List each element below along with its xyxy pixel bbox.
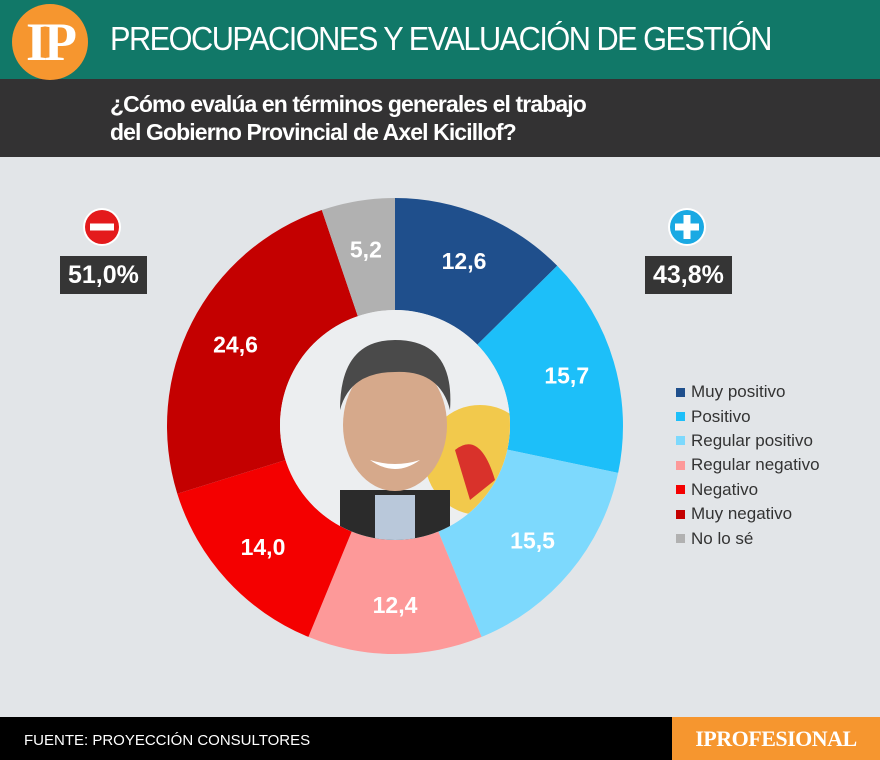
swatch-icon xyxy=(676,485,685,495)
segment-value-label: 12,4 xyxy=(373,592,418,618)
source-text: FUENTE: PROYECCIÓN CONSULTORES xyxy=(24,732,311,749)
portrait-placeholder-icon xyxy=(280,310,510,540)
legend-label: Muy positivo xyxy=(691,382,786,402)
donut-segment xyxy=(321,198,395,319)
page-title: PREOCUPACIONES Y EVALUACIÓN DE GESTIÓN xyxy=(110,20,772,57)
negative-total: 51,0% xyxy=(60,256,147,294)
swatch-icon xyxy=(676,460,685,470)
segment-value-label: 14,0 xyxy=(241,534,286,560)
plus-circle-icon xyxy=(668,208,706,246)
legend-label: No lo sé xyxy=(691,528,754,548)
donut-segment xyxy=(395,198,558,346)
chart-legend: Muy positivo Positivo Regular positivo R… xyxy=(676,380,820,551)
swatch-icon xyxy=(676,387,685,397)
minus-circle-icon xyxy=(83,208,121,246)
ip-logo: IP xyxy=(12,4,88,80)
legend-label: Positivo xyxy=(691,406,751,426)
legend-item-muy-positivo: Muy positivo xyxy=(676,380,820,404)
iprofesional-brand: IPROFESIONAL xyxy=(672,717,880,760)
legend-item-positivo: Positivo xyxy=(676,404,820,428)
legend-label: Negativo xyxy=(691,479,759,499)
donut-segment xyxy=(177,459,352,637)
donut-segment xyxy=(166,210,359,494)
segment-value-label: 15,7 xyxy=(544,363,589,389)
legend-label: Regular positivo xyxy=(691,430,813,450)
question-text: ¿Cómo evalúa en términos generales el tr… xyxy=(110,90,587,146)
swatch-icon xyxy=(676,412,685,422)
legend-item-regular-positivo: Regular positivo xyxy=(676,429,820,453)
legend-label: Muy negativo xyxy=(691,504,793,524)
question-bar xyxy=(0,79,880,157)
swatch-icon xyxy=(676,534,685,544)
donut-segment xyxy=(476,265,624,473)
segment-value-label: 15,5 xyxy=(510,528,555,554)
kicillof-photo xyxy=(280,310,510,540)
swatch-icon xyxy=(676,436,685,446)
question-line-2: del Gobierno Provincial de Axel Kicillof… xyxy=(110,119,517,145)
segment-value-label: 12,6 xyxy=(442,248,487,274)
swatch-icon xyxy=(676,509,685,519)
legend-item-muy-negativo: Muy negativo xyxy=(676,502,820,526)
legend-item-regular-negativo: Regular negativo xyxy=(676,453,820,477)
legend-item-no-lo-se: No lo sé xyxy=(676,526,820,550)
legend-label: Regular negativo xyxy=(691,455,820,475)
segment-value-label: 24,6 xyxy=(213,332,258,358)
donut-segment xyxy=(308,531,482,654)
segment-value-label: 5,2 xyxy=(350,236,382,262)
header-bar xyxy=(0,0,880,79)
donut-segment xyxy=(438,449,619,637)
positive-total: 43,8% xyxy=(645,256,732,294)
legend-item-negativo: Negativo xyxy=(676,478,820,502)
question-line-1: ¿Cómo evalúa en términos generales el tr… xyxy=(110,91,587,117)
